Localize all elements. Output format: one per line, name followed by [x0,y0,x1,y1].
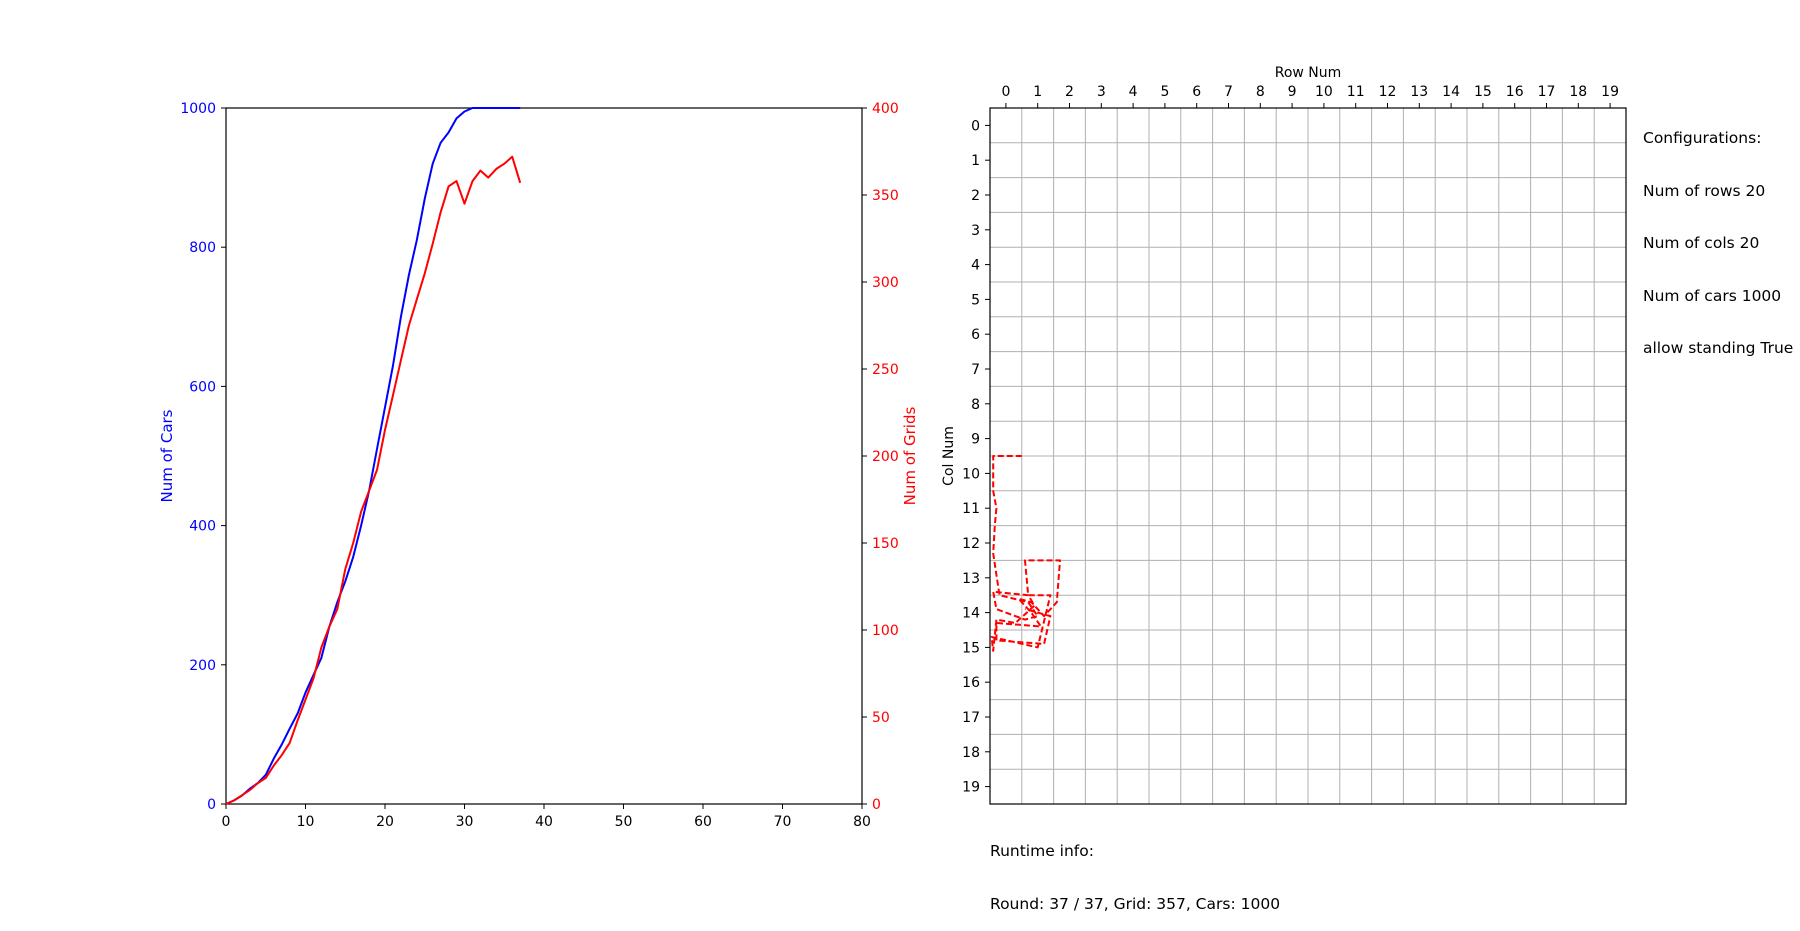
left-y-tick-label: 200 [189,658,216,674]
runtime-status: Round: 37 / 37, Grid: 357, Cars: 1000 [990,894,1281,913]
cars-series-line [225,107,521,805]
left-y-tick-label: 400 [189,519,216,535]
runtime-panel: Runtime info: Round: 37 / 37, Grid: 357,… [990,808,1280,931]
row-tick-label: 13 [1410,84,1428,100]
row-tick-label: 0 [1001,84,1010,100]
col-tick-label: 2 [971,188,980,204]
row-tick-label: 7 [1224,84,1233,100]
row-tick-label: 9 [1288,84,1297,100]
right-y-tick-label: 150 [872,536,899,552]
plot-frame [225,107,863,805]
col-tick-label: 13 [962,571,980,587]
row-tick-label: 3 [1097,84,1106,100]
config-cars: Num of cars 1000 [1643,286,1782,305]
left-y-tick-label: 600 [189,379,216,395]
col-tick-label: 5 [971,292,980,308]
right-y-tick-label: 50 [872,710,890,726]
col-tick-label: 1 [971,153,980,169]
row-tick-label: 11 [1347,84,1365,100]
col-tick-label: 16 [962,675,980,691]
row-tick-label: 17 [1538,84,1556,100]
configuration-panel: Configurations: Num of rows 20 Num of co… [1643,95,1793,375]
right-y-tick-label: 300 [872,275,899,291]
config-rows: Num of rows 20 [1643,181,1766,200]
row-tick-label: 5 [1160,84,1169,100]
left-y-tick-label: 1000 [180,101,216,117]
row-tick-label: 6 [1192,84,1201,100]
col-tick-label: 0 [971,118,980,134]
left-axis-label: Num of Cars [158,409,176,502]
right-y-tick-label: 250 [872,362,899,378]
config-standing: allow standing True [1643,339,1794,357]
x-tick-label: 50 [615,814,633,830]
right-y-tick-label: 100 [872,623,899,639]
col-tick-label: 11 [962,501,980,517]
configuration-title: Configurations: [1643,129,1762,147]
col-tick-label: 3 [971,223,980,239]
right-axis-label: Num of Grids [901,407,919,506]
row-tick-label: 1 [1033,84,1042,100]
row-tick-label: 14 [1442,84,1460,100]
config-cols: Num of cols 20 [1643,234,1760,252]
grids-series-line [225,155,522,805]
col-tick-label: 10 [962,466,980,482]
col-tick-label: 8 [971,397,980,413]
right-y-tick-label: 400 [872,101,899,117]
col-tick-label: 14 [962,606,980,622]
right-y-tick-label: 350 [872,188,899,204]
right-y-tick-label: 200 [872,449,899,465]
x-tick-label: 0 [222,814,231,830]
row-tick-label: 15 [1474,84,1492,100]
row-tick-label: 4 [1129,84,1138,100]
col-tick-label: 15 [962,640,980,656]
x-tick-label: 20 [376,814,394,830]
left-y-tick-label: 0 [207,797,216,813]
x-tick-label: 70 [774,814,792,830]
col-tick-label: 19 [962,780,980,796]
row-tick-label: 12 [1379,84,1397,100]
row-axis-label: Row Num [1275,65,1342,81]
right-y-tick-label: 0 [872,797,881,813]
x-tick-label: 40 [535,814,553,830]
row-tick-label: 16 [1506,84,1524,100]
grid-frame [989,107,1627,805]
row-tick-label: 2 [1065,84,1074,100]
left-y-tick-label: 800 [189,240,216,256]
col-tick-label: 17 [962,710,980,726]
row-tick-label: 10 [1315,84,1333,100]
col-tick-label: 6 [971,327,980,343]
col-tick-label: 12 [962,536,980,552]
row-tick-label: 19 [1601,84,1619,100]
col-tick-label: 7 [971,362,980,378]
x-tick-label: 30 [456,814,474,830]
car-route-path [990,455,1061,652]
row-tick-label: 8 [1256,84,1265,100]
x-tick-label: 10 [297,814,315,830]
row-tick-label: 18 [1569,84,1587,100]
x-tick-label: 80 [853,814,871,830]
col-tick-label: 4 [971,258,980,274]
col-tick-label: 18 [962,745,980,761]
col-tick-label: 9 [971,432,980,448]
col-axis-label: Col Num [941,426,957,486]
runtime-title: Runtime info: [990,842,1094,860]
x-tick-label: 60 [694,814,712,830]
